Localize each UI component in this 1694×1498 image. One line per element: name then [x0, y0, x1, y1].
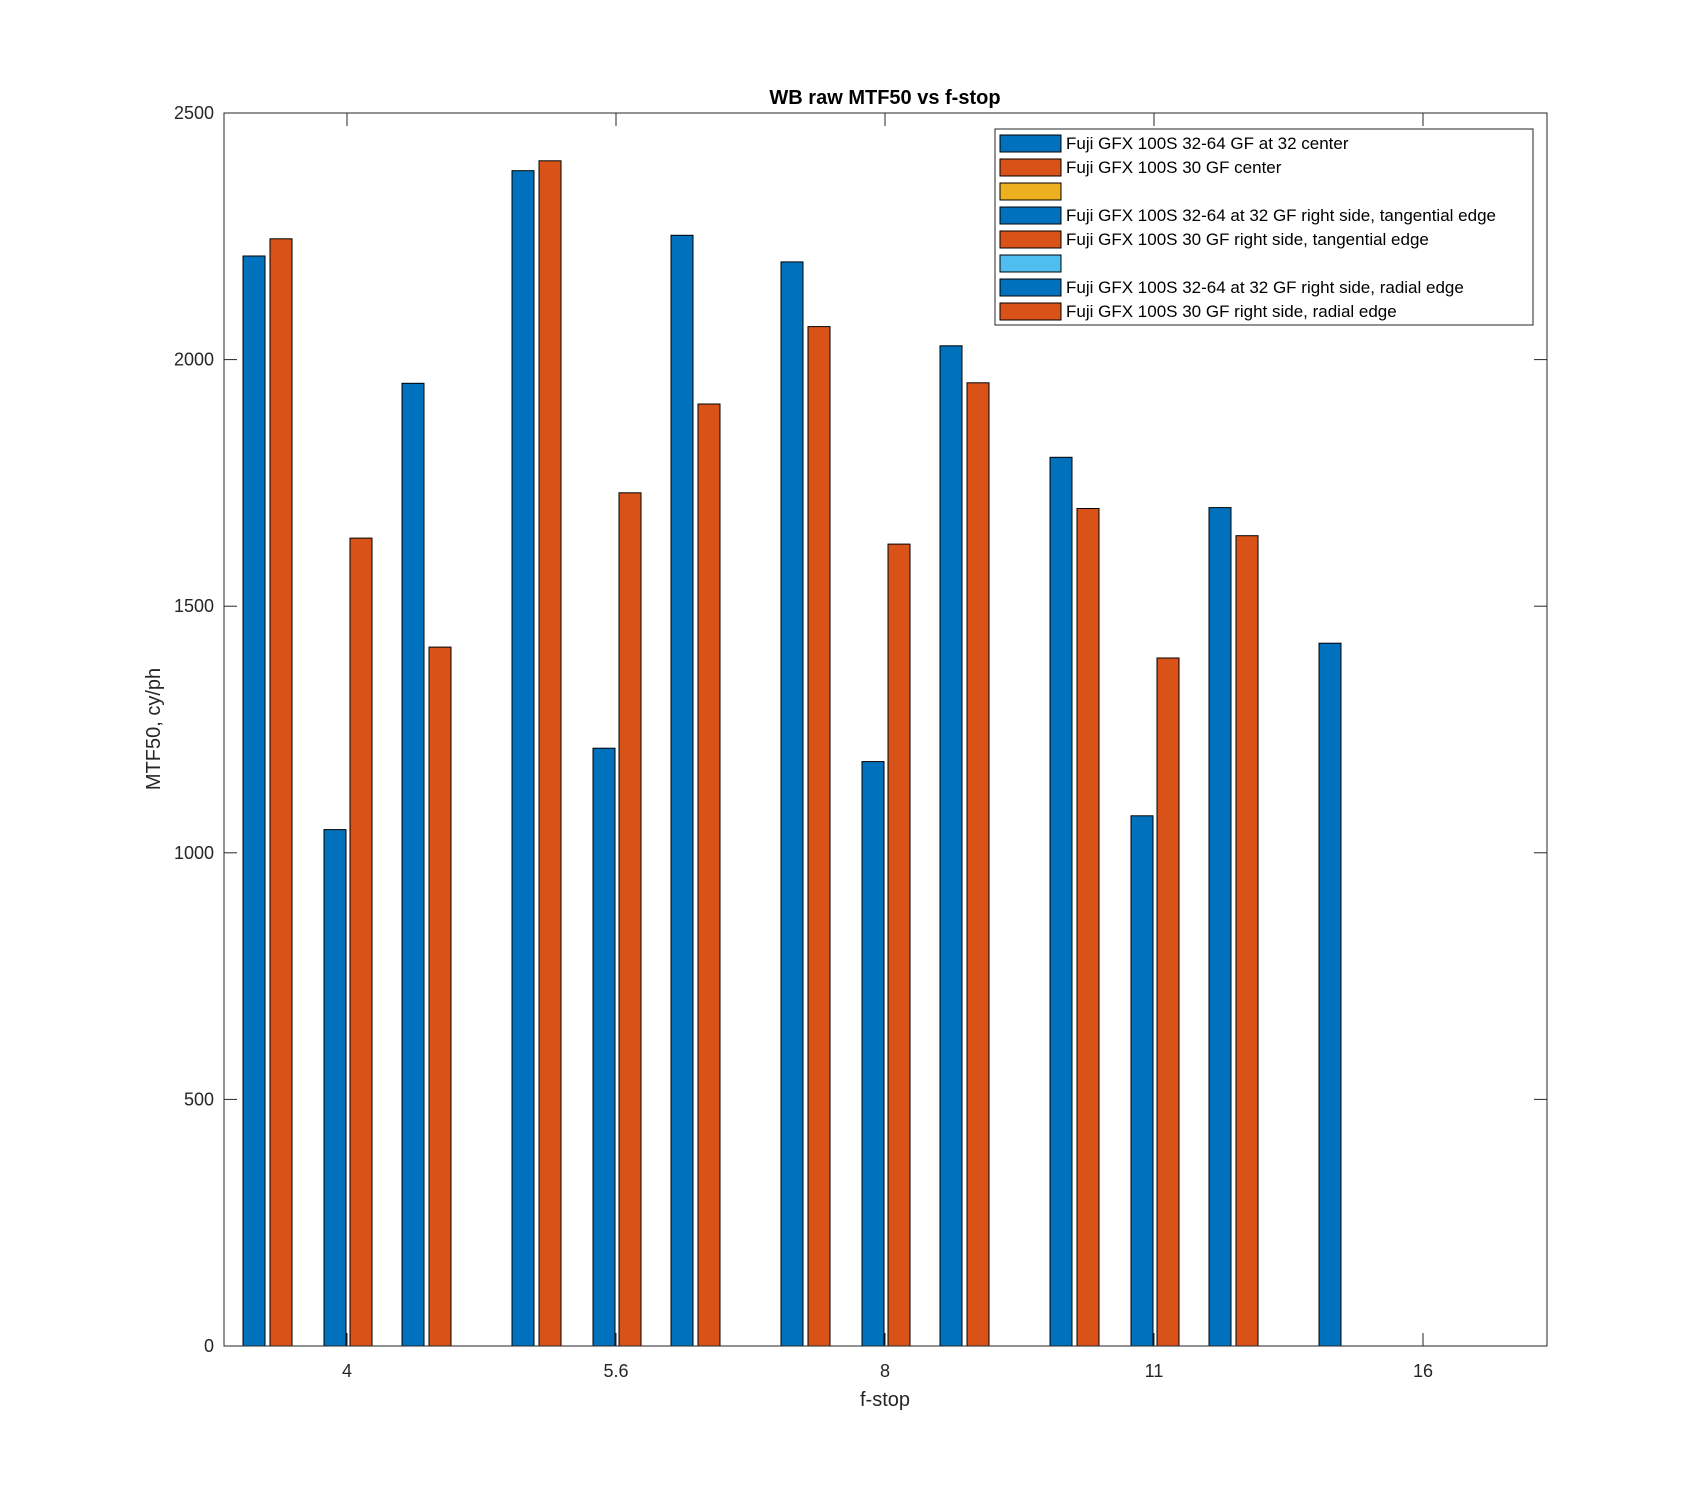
bar-s3-8 [862, 762, 884, 1346]
legend-swatch-1 [1000, 159, 1061, 176]
y-tick-label-1500: 1500 [174, 596, 214, 616]
bar-s7-8 [967, 383, 989, 1346]
bar-s0-4 [243, 256, 265, 1346]
legend-swatch-2 [1000, 183, 1061, 200]
legend: Fuji GFX 100S 32-64 GF at 32 center Fuji … [995, 129, 1533, 325]
bar-s4-8 [888, 544, 910, 1346]
x-tick-label-4: 4 [342, 1361, 352, 1381]
y-tick-label-2500: 2500 [174, 103, 214, 123]
legend-swatch-6 [1000, 279, 1061, 296]
bar-s0-11 [1050, 457, 1072, 1346]
legend-label-3: Fuji GFX 100S 32-64 at 32 GF right side,… [1066, 206, 1496, 225]
bar-s3-4 [324, 830, 346, 1346]
y-tick-label-0: 0 [204, 1336, 214, 1356]
y-tick-label-1000: 1000 [174, 843, 214, 863]
bar-s7-4 [429, 647, 451, 1346]
bar-s6-4 [402, 383, 424, 1346]
y-axis-label: MTF50, cy/ph [143, 668, 165, 790]
bar-s0-16 [1319, 643, 1341, 1346]
bar-s6-5.6 [671, 235, 693, 1346]
bar-s3-5.6 [593, 748, 615, 1346]
x-tick-label-8: 8 [880, 1361, 890, 1381]
bar-s1-4 [270, 239, 292, 1346]
bar-s0-5.6 [512, 171, 534, 1346]
bar-s4-5.6 [619, 493, 641, 1346]
bar-s4-11 [1157, 658, 1179, 1346]
legend-label-0: Fuji GFX 100S 32-64 GF at 32 center [1066, 134, 1349, 153]
y-tick-label-500: 500 [184, 1089, 214, 1109]
x-tick-label-16: 16 [1413, 1361, 1433, 1381]
bar-s4-4 [350, 538, 372, 1346]
bar-s1-5.6 [539, 161, 561, 1346]
legend-label-1: Fuji GFX 100S 30 GF center [1066, 158, 1282, 177]
legend-label-4: Fuji GFX 100S 30 GF right side, tangenti… [1066, 230, 1429, 249]
x-axis-label: f-stop [860, 1389, 910, 1411]
bar-s6-8 [940, 346, 962, 1346]
x-tick-label-11: 11 [1145, 1361, 1164, 1381]
legend-label-6: Fuji GFX 100S 32-64 at 32 GF right side,… [1066, 278, 1464, 297]
bar-s1-8 [808, 327, 830, 1346]
legend-swatch-0 [1000, 135, 1061, 152]
legend-label-7: Fuji GFX 100S 30 GF right side, radial e… [1066, 302, 1397, 321]
y-tick-label-2000: 2000 [174, 350, 214, 370]
legend-swatch-3 [1000, 207, 1061, 224]
chart-title: WB raw MTF50 vs f-stop [769, 87, 1000, 109]
legend-swatch-5 [1000, 255, 1061, 272]
bar-s0-8 [781, 262, 803, 1346]
legend-swatch-4 [1000, 231, 1061, 248]
legend-swatch-7 [1000, 303, 1061, 320]
bar-s3-11 [1131, 816, 1153, 1346]
bar-s6-11 [1209, 508, 1231, 1346]
bar-s7-5.6 [698, 404, 720, 1346]
bar-s1-11 [1077, 509, 1099, 1347]
x-tick-label-5.6: 5.6 [603, 1361, 628, 1381]
bar-s7-11 [1236, 536, 1258, 1346]
